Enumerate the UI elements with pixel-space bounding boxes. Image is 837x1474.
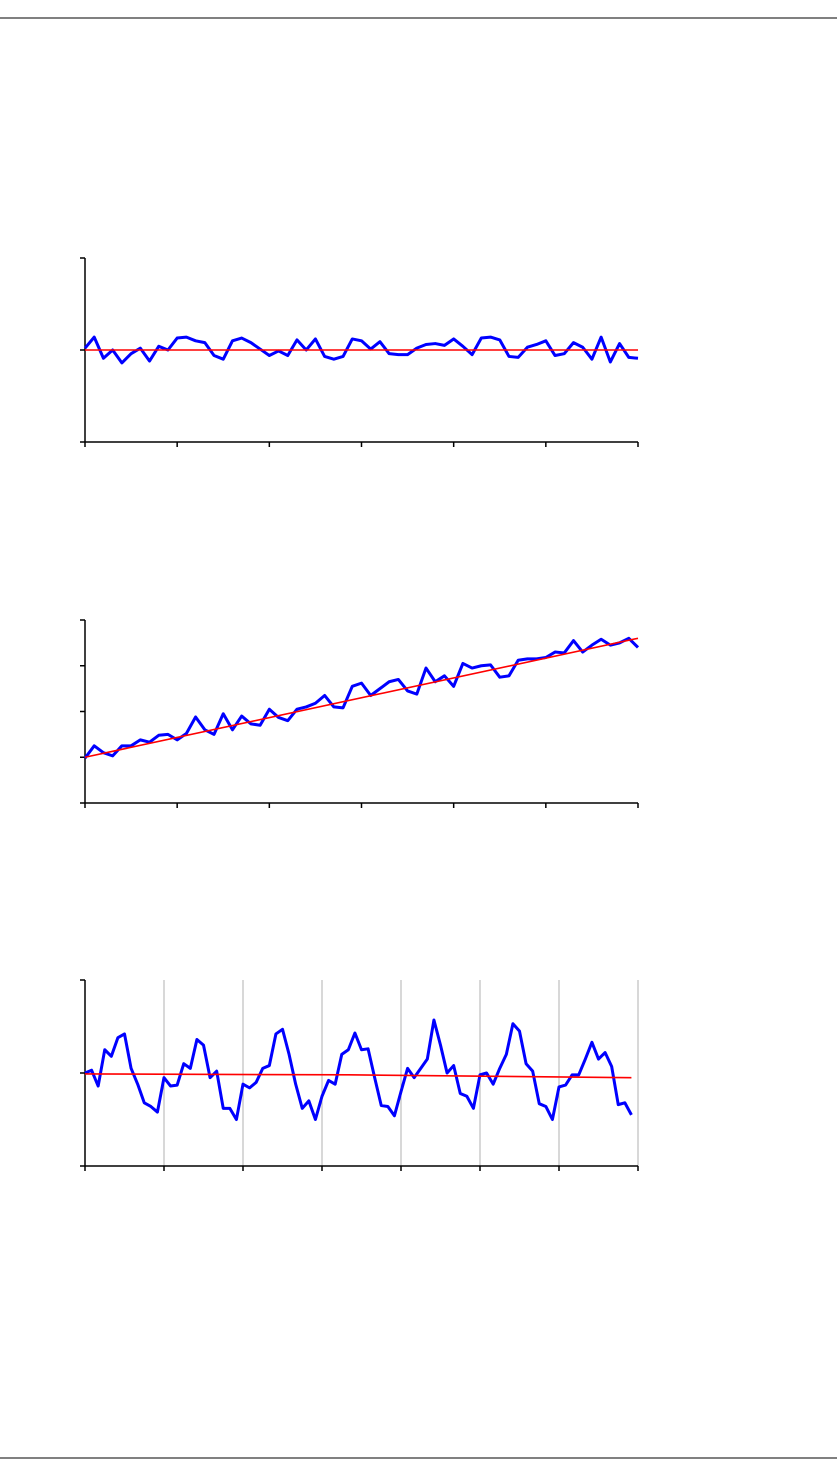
- data-line: [84, 1018, 633, 1121]
- data-line: [84, 1073, 632, 1079]
- data-line: [83, 335, 639, 365]
- data-line: [84, 637, 639, 759]
